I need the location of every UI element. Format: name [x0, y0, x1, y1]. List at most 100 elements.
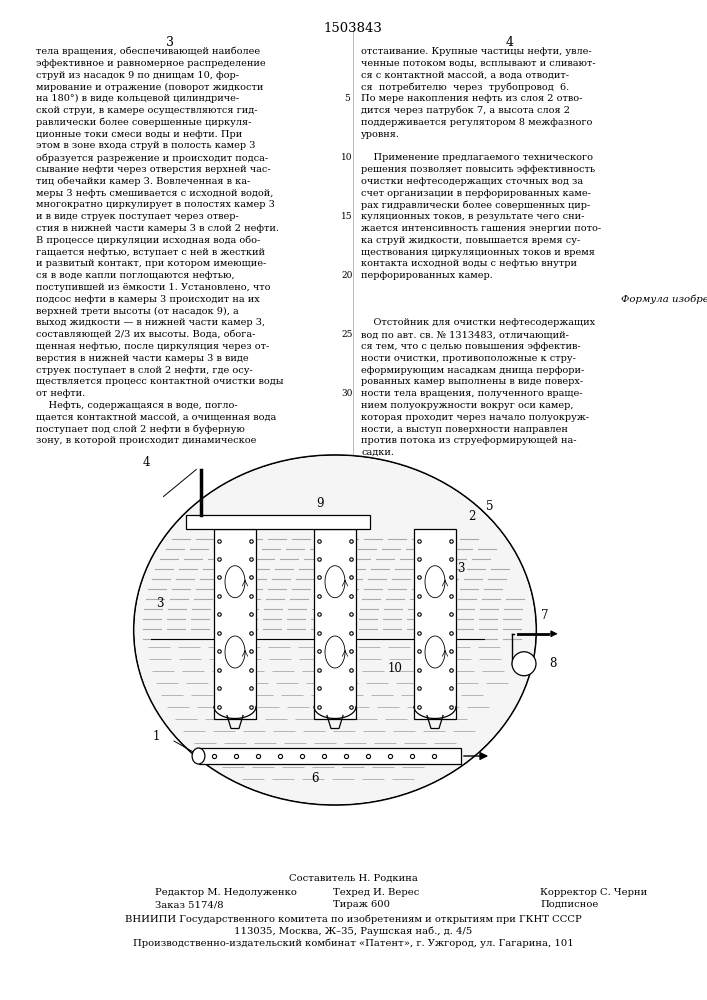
Text: поступает под слой 2 нефти в буферную: поступает под слой 2 нефти в буферную: [36, 425, 245, 434]
Text: 3: 3: [156, 597, 164, 610]
Bar: [414, 528, 456, 718]
Text: уровня.: уровня.: [361, 130, 400, 139]
Text: тела вращения, обеспечивающей наиболее: тела вращения, обеспечивающей наиболее: [36, 47, 260, 56]
Ellipse shape: [192, 748, 205, 764]
Text: ся  потребителю  через  трубопровод  6.: ся потребителю через трубопровод 6.: [361, 82, 569, 92]
Ellipse shape: [134, 455, 536, 805]
Text: 10: 10: [341, 153, 353, 162]
Text: составляющей 2/3 их высоты. Вода, обога-: составляющей 2/3 их высоты. Вода, обога-: [36, 330, 255, 339]
Text: ченные потоком воды, всплывают и сливают-: ченные потоком воды, всплывают и сливают…: [361, 59, 595, 68]
Text: Производственно-издательский комбинат «Патент», г. Ужгород, ул. Гагарина, 101: Производственно-издательский комбинат «П…: [133, 938, 573, 948]
Text: счет организации в перфорированных каме-: счет организации в перфорированных каме-: [361, 189, 591, 198]
Text: Нефть, содержащаяся в воде, погло-: Нефть, содержащаяся в воде, погло-: [36, 401, 238, 410]
Text: отстаивание. Крупные частицы нефти, увле-: отстаивание. Крупные частицы нефти, увле…: [361, 47, 592, 56]
Text: против потока из струеформирующей на-: против потока из струеформирующей на-: [361, 436, 576, 445]
Text: 113035, Москва, Ж–35, Раушская наб., д. 4/5: 113035, Москва, Ж–35, Раушская наб., д. …: [234, 926, 472, 936]
Text: гащается нефтью, вступает с ней в жесткий: гащается нефтью, вступает с ней в жестки…: [36, 248, 265, 257]
Text: ществляется процесс контактной очистки воды: ществляется процесс контактной очистки в…: [36, 377, 284, 386]
Text: мирование и отражение (поворот жидкости: мирование и отражение (поворот жидкости: [36, 82, 264, 92]
Text: 30: 30: [341, 389, 353, 398]
Text: ности очистки, противоположные к стру-: ности очистки, противоположные к стру-: [361, 354, 576, 363]
Text: 1503843: 1503843: [324, 22, 382, 35]
Text: верхней трети высоты (от насадок 9), а: верхней трети высоты (от насадок 9), а: [36, 307, 239, 316]
Text: нием полуокружности вокруг оси камер,: нием полуокружности вокруг оси камер,: [361, 401, 573, 410]
Text: 4: 4: [506, 36, 514, 49]
Text: садки.: садки.: [361, 448, 394, 457]
Text: Составитель Н. Родкина: Составитель Н. Родкина: [288, 874, 417, 883]
Text: струй из насадок 9 по днищам 10, фор-: струй из насадок 9 по днищам 10, фор-: [36, 71, 239, 80]
Text: эффективное и равномерное распределение: эффективное и равномерное распределение: [36, 59, 266, 68]
Text: зону, в которой происходит динамическое: зону, в которой происходит динамическое: [36, 436, 257, 445]
Text: По мере накопления нефть из слоя 2 отво-: По мере накопления нефть из слоя 2 отво-: [361, 94, 583, 103]
Text: ка струй жидкости, повышается время су-: ка струй жидкости, повышается время су-: [361, 236, 580, 245]
Text: контакта исходной воды с нефтью внутри: контакта исходной воды с нефтью внутри: [361, 259, 577, 268]
Text: Редактор М. Недолуженко: Редактор М. Недолуженко: [155, 888, 297, 897]
Text: верстия в нижней части камеры 3 в виде: верстия в нижней части камеры 3 в виде: [36, 354, 249, 363]
Text: выход жидкости — в нижней части камер 3,: выход жидкости — в нижней части камер 3,: [36, 318, 265, 327]
Text: жается интенсивность гашения энергии пото-: жается интенсивность гашения энергии пот…: [361, 224, 601, 233]
Text: 4: 4: [142, 456, 150, 469]
Text: поддерживается регулятором 8 межфазного: поддерживается регулятором 8 межфазного: [361, 118, 592, 127]
Text: 15: 15: [341, 212, 353, 221]
Text: Формула изобретения: Формула изобретения: [621, 295, 707, 304]
Text: ся в воде капли поглощаются нефтью,: ся в воде капли поглощаются нефтью,: [36, 271, 235, 280]
Text: струек поступает в слой 2 нефти, где осу-: струек поступает в слой 2 нефти, где осу…: [36, 366, 252, 375]
Text: перфорированных камер.: перфорированных камер.: [361, 271, 493, 280]
Text: Отстойник для очистки нефтесодержащих: Отстойник для очистки нефтесодержащих: [361, 318, 595, 327]
Text: подсос нефти в камеры 3 происходит на их: подсос нефти в камеры 3 происходит на их: [36, 295, 259, 304]
Text: ся с контактной массой, а вода отводит-: ся с контактной массой, а вода отводит-: [361, 71, 569, 80]
Text: на 180°) в виде кольцевой цилиндриче-: на 180°) в виде кольцевой цилиндриче-: [36, 94, 239, 103]
Text: и развитый контакт, при котором имеющие-: и развитый контакт, при котором имеющие-: [36, 259, 267, 268]
Text: 3: 3: [166, 36, 174, 49]
Text: вод по авт. св. № 1313483, отличающий-: вод по авт. св. № 1313483, отличающий-: [361, 330, 569, 339]
Text: дится через патрубок 7, а высота слоя 2: дится через патрубок 7, а высота слоя 2: [361, 106, 570, 115]
Text: поступившей из ёмкости 1. Установлено, что: поступившей из ёмкости 1. Установлено, ч…: [36, 283, 271, 292]
Text: В процессе циркуляции исходная вода обо-: В процессе циркуляции исходная вода обо-: [36, 236, 260, 245]
Text: 1: 1: [153, 730, 160, 742]
Bar: [186, 514, 370, 528]
Ellipse shape: [135, 456, 535, 804]
Text: Подписное: Подписное: [540, 900, 598, 909]
Text: очистки нефтесодержащих сточных вод за: очистки нефтесодержащих сточных вод за: [361, 177, 583, 186]
Ellipse shape: [512, 652, 536, 676]
Text: 2: 2: [468, 510, 475, 523]
Text: от нефти.: от нефти.: [36, 389, 86, 398]
Text: 20: 20: [341, 271, 353, 280]
Text: Техред И. Верес: Техред И. Верес: [333, 888, 419, 897]
Text: которая проходит через начало полуокруж-: которая проходит через начало полуокруж-: [361, 413, 589, 422]
Text: ности тела вращения, полученного враще-: ности тела вращения, полученного враще-: [361, 389, 583, 398]
Bar: [199, 748, 461, 764]
Text: сывание нефти через отверстия верхней час-: сывание нефти через отверстия верхней ча…: [36, 165, 271, 174]
Text: 8: 8: [549, 657, 556, 670]
Text: этом в зоне входа струй в полость камер 3: этом в зоне входа струй в полость камер …: [36, 141, 255, 150]
Text: щенная нефтью, после циркуляция через от-: щенная нефтью, после циркуляция через от…: [36, 342, 269, 351]
Bar: [214, 528, 256, 718]
Text: 5: 5: [344, 94, 350, 103]
Text: Корректор С. Черни: Корректор С. Черни: [540, 888, 647, 897]
Text: стия в нижней части камеры 3 в слой 2 нефти.: стия в нижней части камеры 3 в слой 2 не…: [36, 224, 279, 233]
Text: 6: 6: [311, 772, 319, 784]
Text: и в виде струек поступает через отвер-: и в виде струек поступает через отвер-: [36, 212, 239, 221]
Text: ционные токи смеси воды и нефти. При: ционные токи смеси воды и нефти. При: [36, 130, 243, 139]
Text: щается контактной массой, а очищенная вода: щается контактной массой, а очищенная во…: [36, 413, 276, 422]
Text: ВНИИПИ Государственного комитета по изобретениям и открытиям при ГКНТ СССР: ВНИИПИ Государственного комитета по изоб…: [124, 914, 581, 924]
Text: ся тем, что с целью повышения эффектив-: ся тем, что с целью повышения эффектив-: [361, 342, 580, 351]
Text: равлически более совершенные циркуля-: равлически более совершенные циркуля-: [36, 118, 252, 127]
Text: 7: 7: [542, 609, 549, 622]
Text: 25: 25: [341, 330, 353, 339]
Text: рованных камер выполнены в виде поверх-: рованных камер выполнены в виде поверх-: [361, 377, 583, 386]
Text: меры 3 нефть смешивается с исходной водой,: меры 3 нефть смешивается с исходной водо…: [36, 189, 274, 198]
Text: 10: 10: [387, 662, 402, 675]
Text: многократно циркулирует в полостях камер 3: многократно циркулирует в полостях камер…: [36, 200, 275, 209]
Text: 3: 3: [457, 562, 464, 575]
Text: ществования циркуляционных токов и время: ществования циркуляционных токов и время: [361, 248, 595, 257]
Text: 9: 9: [316, 497, 324, 510]
Text: куляционных токов, в результате чего сни-: куляционных токов, в результате чего сни…: [361, 212, 585, 221]
Text: ности, а выступ поверхности направлен: ности, а выступ поверхности направлен: [361, 425, 568, 434]
Text: Заказ 5174/8: Заказ 5174/8: [155, 900, 223, 909]
Text: рах гидравлически более совершенных цир-: рах гидравлически более совершенных цир-: [361, 200, 590, 210]
Text: Применение предлагаемого технического: Применение предлагаемого технического: [361, 153, 593, 162]
Text: 5: 5: [486, 500, 493, 513]
Text: образуется разрежение и происходит подса-: образуется разрежение и происходит подса…: [36, 153, 268, 163]
Text: решения позволяет повысить эффективность: решения позволяет повысить эффективность: [361, 165, 595, 174]
